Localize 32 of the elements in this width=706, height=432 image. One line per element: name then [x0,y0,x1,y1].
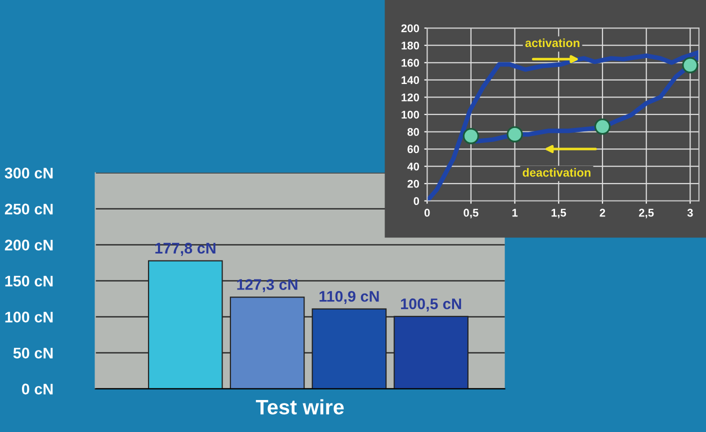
data-label: 127,3 cN [237,279,298,292]
y-tick-label: 50 cN [13,348,53,358]
x-tick-label: 1,5 [552,208,566,218]
y-tick-label: 80 [407,128,420,136]
y-tick-label: 20 [408,180,420,188]
data-label: 177,8 cN [155,242,216,256]
y-tick-label: 40 [407,162,420,170]
y-tick-label: 0 cN [22,384,53,394]
data-label: 100,5 cN [401,298,462,312]
x-axis-title: Test wire [256,399,344,415]
x-tick-label: 2,5 [638,208,654,218]
y-tick-label: 250 cN [4,204,53,214]
y-tick-label: 200 cN [4,240,53,250]
x-tick-label: 1 [512,208,518,217]
y-tick-label: 200 [401,24,420,32]
y-tick-label: 180 [402,42,420,50]
y-tick-label: 0 [414,197,420,206]
y-tick-label: 120 [402,93,420,102]
annotation: activation [525,38,580,48]
y-tick-label: 100 [402,110,420,119]
annotation: deactivation [522,168,590,177]
x-tick-label: 0 [424,208,430,217]
y-tick-label: 160 [402,58,420,67]
y-tick-label: 300 cN [4,168,53,179]
x-tick-label: 2 [600,208,606,217]
x-tick-label: 3 [687,208,693,217]
y-tick-label: 150 cN [5,276,53,286]
x-tick-label: 0,5 [464,208,478,218]
y-tick-label: 140 [402,76,420,84]
y-tick-label: 60 [408,145,420,154]
y-tick-label: 100 cN [5,312,53,322]
data-label: 110,9 cN [320,290,379,304]
